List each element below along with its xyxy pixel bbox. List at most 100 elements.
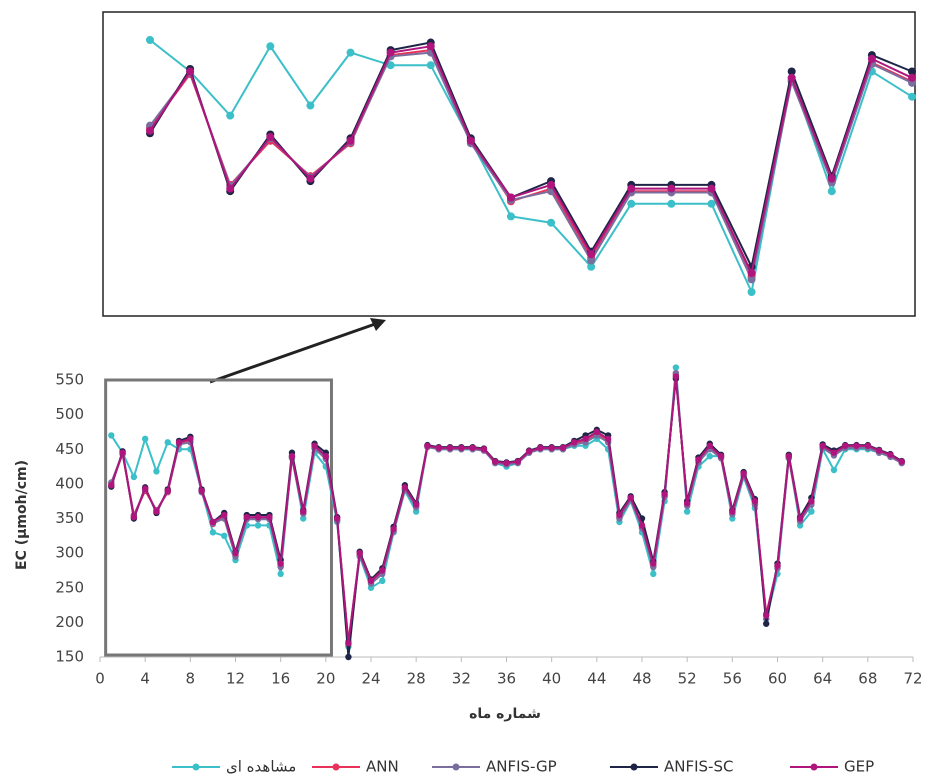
data-point <box>887 452 893 458</box>
legend-label: GEP <box>844 758 874 776</box>
data-point <box>650 571 656 577</box>
data-point <box>186 68 194 76</box>
data-point <box>587 250 595 258</box>
data-point <box>334 515 340 521</box>
data-point <box>616 512 622 518</box>
data-point <box>828 175 836 183</box>
data-point <box>469 445 475 451</box>
data-point <box>718 453 724 459</box>
data-point <box>763 612 769 618</box>
data-point <box>146 36 154 44</box>
data-point <box>345 654 351 660</box>
data-point <box>729 508 735 514</box>
data-point <box>108 482 114 488</box>
y-axis-label: EC (µmoh/cm) <box>14 460 30 570</box>
x-tick-label: 52 <box>678 670 697 688</box>
data-point <box>853 443 859 449</box>
data-point <box>707 453 713 459</box>
x-axis-label: شماره ماه <box>469 706 541 722</box>
data-point <box>548 445 554 451</box>
data-point <box>436 445 442 451</box>
y-tick-label: 500 <box>55 405 84 423</box>
data-point <box>289 453 295 459</box>
x-tick-label: 60 <box>768 670 787 688</box>
data-point <box>908 93 916 101</box>
data-point <box>842 443 848 449</box>
data-point <box>221 533 227 539</box>
data-point <box>345 640 351 646</box>
x-tick-label: 68 <box>858 670 877 688</box>
x-tick-label: 44 <box>587 670 606 688</box>
y-tick-label: 150 <box>55 648 84 666</box>
data-point <box>413 501 419 507</box>
data-point <box>684 508 690 514</box>
data-point <box>831 450 837 456</box>
data-point <box>786 453 792 459</box>
data-point <box>707 200 715 208</box>
data-point <box>467 137 475 145</box>
data-point <box>695 456 701 462</box>
data-point <box>667 185 675 193</box>
data-point <box>277 571 283 577</box>
data-point <box>347 137 355 145</box>
data-point <box>347 49 355 57</box>
y-tick-label: 400 <box>55 474 84 492</box>
data-point <box>868 55 876 63</box>
data-point <box>752 498 758 504</box>
data-point <box>526 448 532 454</box>
data-point <box>266 42 274 50</box>
data-point <box>605 436 611 442</box>
data-point <box>387 49 395 57</box>
x-tick-label: 32 <box>452 670 471 688</box>
data-point <box>774 562 780 568</box>
data-point <box>277 560 283 566</box>
legend-label: مشاهده ای <box>226 758 296 776</box>
data-point <box>165 488 171 494</box>
x-tick-label: 48 <box>632 670 651 688</box>
data-point <box>707 185 715 193</box>
data-point <box>748 269 756 277</box>
data-point <box>707 443 713 449</box>
data-point <box>667 200 675 208</box>
legend-marker <box>631 764 638 771</box>
x-tick-label: 4 <box>140 670 150 688</box>
data-point <box>379 567 385 573</box>
data-point <box>627 185 635 193</box>
data-point <box>797 515 803 521</box>
data-point <box>458 445 464 451</box>
zoom-arrow <box>210 323 378 382</box>
data-point <box>740 470 746 476</box>
data-point <box>507 212 515 220</box>
data-point <box>390 526 396 532</box>
data-point <box>424 443 430 449</box>
data-point <box>198 488 204 494</box>
data-point <box>547 219 555 227</box>
data-point <box>628 495 634 501</box>
data-point <box>481 446 487 452</box>
data-point <box>131 514 137 520</box>
data-point <box>142 486 148 492</box>
data-point <box>661 491 667 497</box>
data-point <box>221 512 227 518</box>
data-point <box>650 560 656 566</box>
x-tick-label: 36 <box>497 670 516 688</box>
data-point <box>492 459 498 465</box>
data-point <box>831 467 837 473</box>
data-point <box>582 436 588 442</box>
data-point <box>119 450 125 456</box>
data-point <box>255 514 261 520</box>
chart: EC (µmoh/cm) شماره ماه 15020025030035040… <box>0 0 938 778</box>
data-point <box>108 432 114 438</box>
data-point <box>748 288 756 296</box>
x-tick-label: 8 <box>186 670 196 688</box>
data-point <box>146 127 154 135</box>
data-point <box>153 508 159 514</box>
data-point <box>427 61 435 69</box>
x-tick-label: 16 <box>271 670 290 688</box>
legend-label: ANFIS-SC <box>664 758 733 776</box>
data-point <box>503 460 509 466</box>
y-tick-label: 250 <box>55 578 84 596</box>
data-point <box>560 445 566 451</box>
data-point <box>311 443 317 449</box>
data-point <box>673 364 679 370</box>
